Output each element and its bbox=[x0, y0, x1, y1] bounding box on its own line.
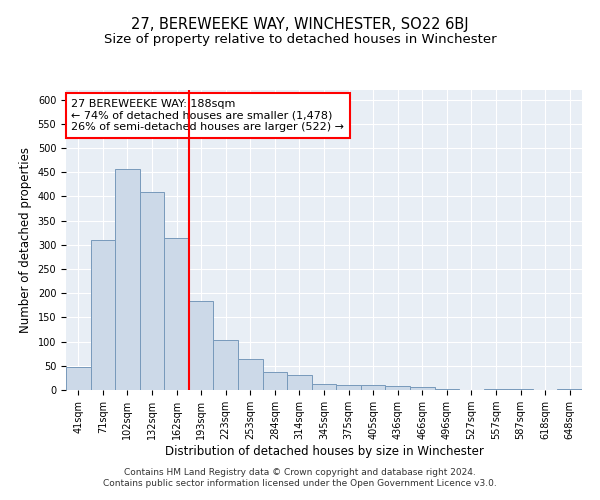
Bar bbox=[385, 386, 410, 390]
Text: 27 BEREWEEKE WAY: 188sqm
← 74% of detached houses are smaller (1,478)
26% of sem: 27 BEREWEEKE WAY: 188sqm ← 74% of detach… bbox=[71, 99, 344, 132]
Bar bbox=[557, 389, 582, 390]
Bar bbox=[410, 387, 434, 390]
Text: 27, BEREWEEKE WAY, WINCHESTER, SO22 6BJ: 27, BEREWEEKE WAY, WINCHESTER, SO22 6BJ bbox=[131, 18, 469, 32]
Bar bbox=[287, 376, 312, 390]
Bar bbox=[238, 358, 263, 390]
Text: Contains HM Land Registry data © Crown copyright and database right 2024.
Contai: Contains HM Land Registry data © Crown c… bbox=[103, 468, 497, 487]
Bar bbox=[361, 385, 385, 390]
Y-axis label: Number of detached properties: Number of detached properties bbox=[19, 147, 32, 333]
Bar bbox=[66, 368, 91, 390]
Text: Size of property relative to detached houses in Winchester: Size of property relative to detached ho… bbox=[104, 32, 496, 46]
X-axis label: Distribution of detached houses by size in Winchester: Distribution of detached houses by size … bbox=[164, 445, 484, 458]
Bar bbox=[115, 169, 140, 390]
Bar bbox=[140, 192, 164, 390]
Bar bbox=[434, 389, 459, 390]
Bar bbox=[312, 384, 336, 390]
Bar bbox=[336, 385, 361, 390]
Bar bbox=[484, 388, 508, 390]
Bar bbox=[214, 340, 238, 390]
Bar bbox=[164, 238, 189, 390]
Bar bbox=[508, 388, 533, 390]
Bar bbox=[263, 372, 287, 390]
Bar bbox=[91, 240, 115, 390]
Bar bbox=[189, 302, 214, 390]
